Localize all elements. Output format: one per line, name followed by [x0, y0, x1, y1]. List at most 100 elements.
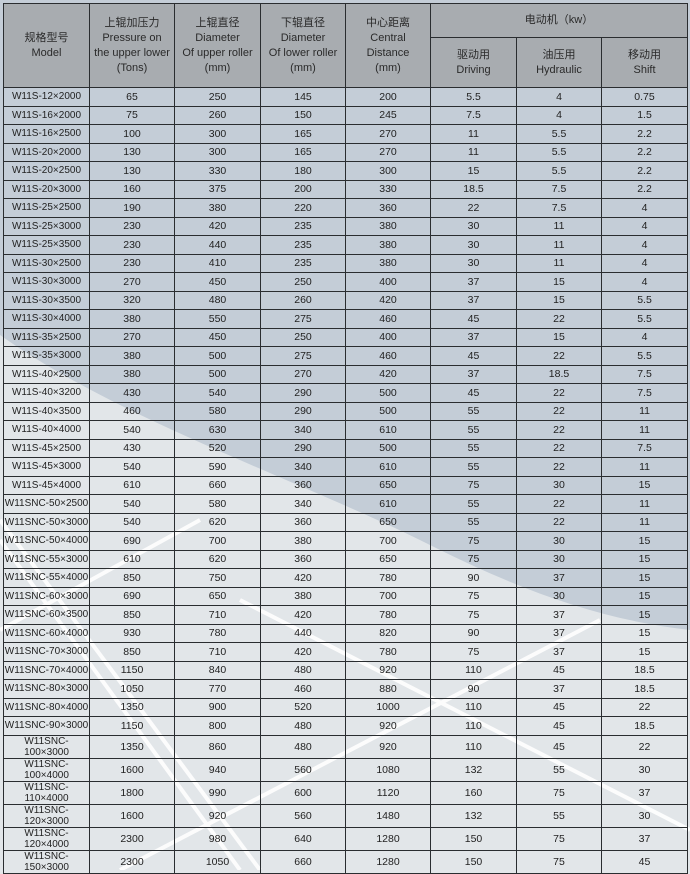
- cell-hydraulic-power: 22: [516, 420, 602, 440]
- table-row: W11S-25×2500 190 380 220 360 22 7.5 4: [3, 198, 689, 218]
- table-row: W11S-35×3000 380 500 275 460 45 22 5.5: [3, 346, 689, 366]
- cell-lower-diameter: 290: [260, 438, 346, 458]
- cell-central-distance: 1120: [345, 780, 431, 805]
- cell-shift-power: 15: [600, 623, 689, 643]
- cell-hydraulic-power: 55: [516, 803, 602, 828]
- cell-model: W11SNC-100×4000: [3, 757, 90, 782]
- cell-upper-diameter: 710: [174, 642, 261, 662]
- cell-pressure: 380: [89, 364, 175, 384]
- cell-shift-power: 15: [600, 642, 689, 662]
- header-central-distance: 中心距离 Central Distance (mm): [345, 3, 431, 88]
- cell-pressure: 430: [89, 383, 175, 403]
- cell-lower-diameter: 380: [260, 586, 346, 606]
- cell-upper-diameter: 650: [174, 586, 261, 606]
- cell-hydraulic-power: 5.5: [516, 161, 602, 181]
- cell-pressure: 690: [89, 531, 175, 551]
- cell-shift-power: 4: [600, 272, 689, 292]
- table-body: W11S-12×2000 65 250 145 200 5.5 4 0.75 W11S-16×2…: [3, 87, 689, 874]
- table-row: W11S-16×2000 75 260 150 245 7.5 4 1.5: [3, 105, 689, 125]
- cell-pressure: 850: [89, 605, 175, 625]
- cell-lower-diameter: 420: [260, 605, 346, 625]
- cell-lower-diameter: 360: [260, 549, 346, 569]
- cell-driving-power: 37: [430, 290, 517, 310]
- cell-lower-diameter: 200: [260, 179, 346, 199]
- cell-driving-power: 45: [430, 309, 517, 329]
- cell-pressure: 320: [89, 290, 175, 310]
- cell-central-distance: 270: [345, 124, 431, 144]
- cell-shift-power: 4: [600, 235, 689, 255]
- cell-hydraulic-power: 18.5: [516, 364, 602, 384]
- cell-model: W11SNC-60×3500: [3, 605, 90, 625]
- cell-central-distance: 610: [345, 494, 431, 514]
- cell-model: W11S-25×3500: [3, 235, 90, 255]
- cell-driving-power: 11: [430, 124, 517, 144]
- table-row: W11S-30×3000 270 450 250 400 37 15 4: [3, 272, 689, 292]
- cell-central-distance: 780: [345, 605, 431, 625]
- cell-upper-diameter: 900: [174, 697, 261, 717]
- cell-hydraulic-power: 45: [516, 660, 602, 680]
- cell-model: W11S-25×3000: [3, 216, 90, 236]
- cell-upper-diameter: 840: [174, 660, 261, 680]
- cell-lower-diameter: 600: [260, 780, 346, 805]
- cell-hydraulic-power: 45: [516, 697, 602, 717]
- cell-lower-diameter: 460: [260, 679, 346, 699]
- cell-central-distance: 610: [345, 420, 431, 440]
- cell-shift-power: 30: [600, 803, 689, 828]
- cell-driving-power: 75: [430, 475, 517, 495]
- cell-model: W11SNC-50×3000: [3, 512, 90, 532]
- cell-central-distance: 330: [345, 179, 431, 199]
- table-row: W11S-45×2500 430 520 290 500 55 22 7.5: [3, 438, 689, 458]
- cell-hydraulic-power: 15: [516, 327, 602, 347]
- cell-upper-diameter: 500: [174, 346, 261, 366]
- cell-driving-power: 5.5: [430, 87, 517, 107]
- cell-pressure: 100: [89, 124, 175, 144]
- cell-hydraulic-power: 7.5: [516, 179, 602, 199]
- cell-lower-diameter: 250: [260, 327, 346, 347]
- cell-hydraulic-power: 75: [516, 780, 602, 805]
- cell-hydraulic-power: 37: [516, 679, 602, 699]
- table-row: W11S-45×3000 540 590 340 610 55 22 11: [3, 457, 689, 477]
- cell-driving-power: 90: [430, 568, 517, 588]
- cell-hydraulic-power: 30: [516, 531, 602, 551]
- cell-pressure: 540: [89, 457, 175, 477]
- cell-pressure: 610: [89, 475, 175, 495]
- cell-pressure: 1600: [89, 757, 175, 782]
- cell-shift-power: 5.5: [600, 290, 689, 310]
- cell-hydraulic-power: 22: [516, 309, 602, 329]
- cell-upper-diameter: 550: [174, 309, 261, 329]
- table-row: W11S-25×3000 230 420 235 380 30 11 4: [3, 216, 689, 236]
- cell-model: W11SNC-100×3000: [3, 734, 90, 759]
- cell-central-distance: 1280: [345, 826, 431, 851]
- cell-hydraulic-power: 22: [516, 438, 602, 458]
- cell-lower-diameter: 165: [260, 124, 346, 144]
- cell-upper-diameter: 580: [174, 401, 261, 421]
- cell-hydraulic-power: 30: [516, 549, 602, 569]
- table-row: W11S-12×2000 65 250 145 200 5.5 4 0.75: [3, 87, 689, 107]
- cell-upper-diameter: 375: [174, 179, 261, 199]
- cell-central-distance: 650: [345, 512, 431, 532]
- cell-model: W11SNC-120×3000: [3, 803, 90, 828]
- cell-driving-power: 18.5: [430, 179, 517, 199]
- cell-lower-diameter: 270: [260, 364, 346, 384]
- cell-driving-power: 75: [430, 586, 517, 606]
- cell-upper-diameter: 440: [174, 235, 261, 255]
- table-row: W11S-20×2500 130 330 180 300 15 5.5 2.2: [3, 161, 689, 181]
- cell-central-distance: 360: [345, 198, 431, 218]
- cell-hydraulic-power: 37: [516, 568, 602, 588]
- cell-pressure: 1150: [89, 716, 175, 736]
- cell-upper-diameter: 860: [174, 734, 261, 759]
- cell-central-distance: 420: [345, 290, 431, 310]
- cell-driving-power: 75: [430, 642, 517, 662]
- table-row: W11S-30×4000 380 550 275 460 45 22 5.5: [3, 309, 689, 329]
- cell-central-distance: 820: [345, 623, 431, 643]
- cell-central-distance: 1000: [345, 697, 431, 717]
- cell-central-distance: 650: [345, 475, 431, 495]
- cell-shift-power: 4: [600, 198, 689, 218]
- table-row: W11SNC-120×3000 1600 920 560 1480 132 55 30: [3, 803, 689, 828]
- table-row: W11SNC-100×3000 1350 860 480 920 110 45 22: [3, 734, 689, 759]
- cell-hydraulic-power: 11: [516, 235, 602, 255]
- cell-upper-diameter: 580: [174, 494, 261, 514]
- cell-pressure: 850: [89, 568, 175, 588]
- cell-upper-diameter: 710: [174, 605, 261, 625]
- table-row: W11S-40×3200 430 540 290 500 45 22 7.5: [3, 383, 689, 403]
